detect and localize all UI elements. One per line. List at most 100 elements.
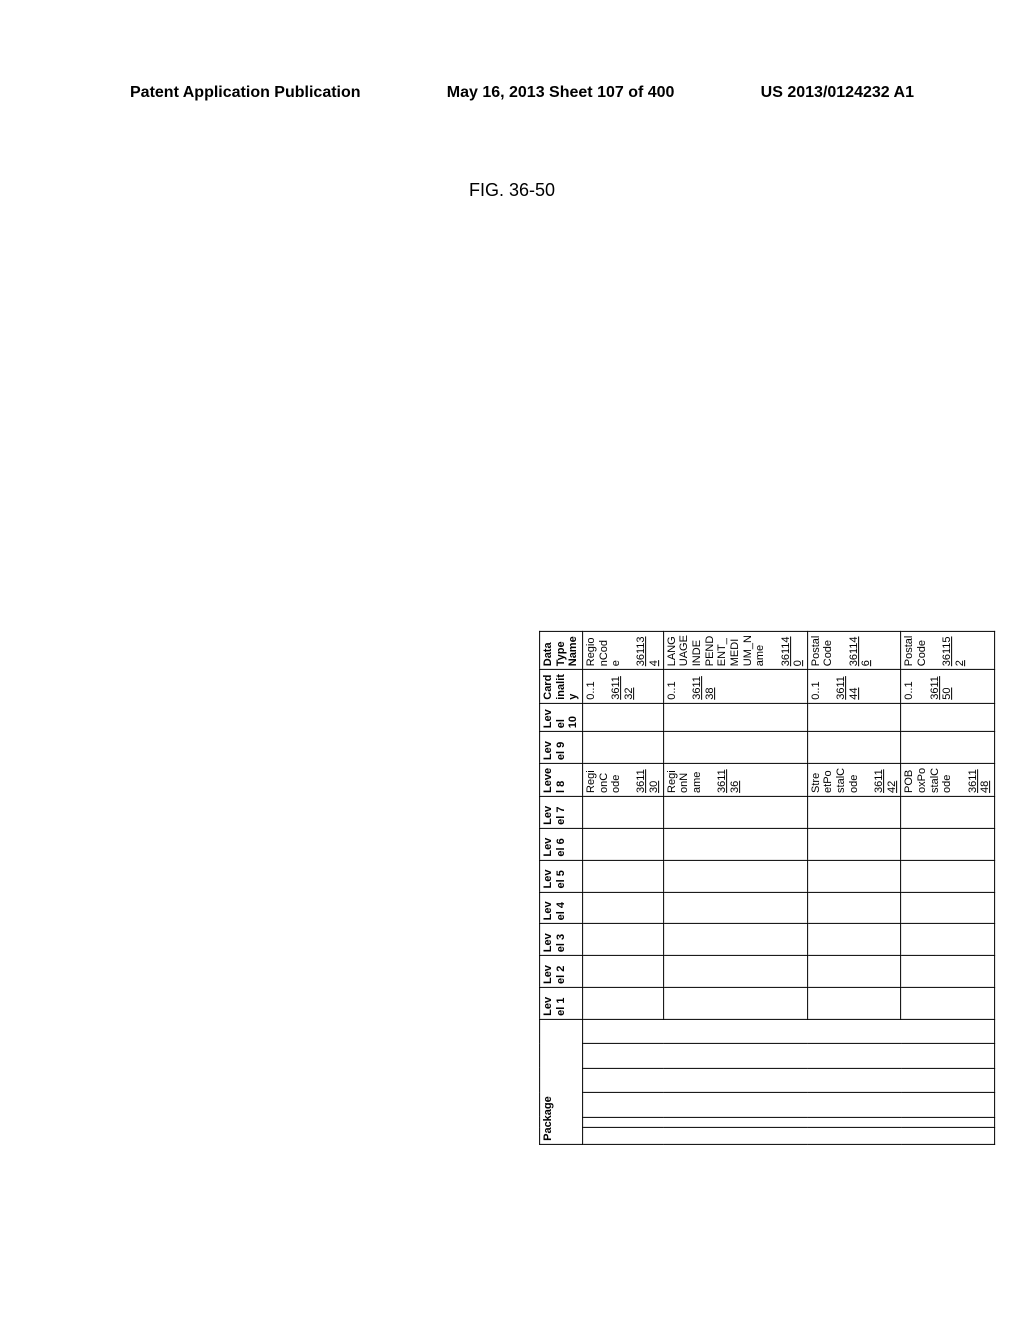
cardinality-text: 0..1 <box>666 681 678 699</box>
cardinality-ref: 361150 <box>929 676 954 700</box>
empty-cell <box>901 988 994 1020</box>
empty-cell <box>583 703 664 731</box>
empty-cell <box>663 796 807 828</box>
empty-cell <box>583 860 664 892</box>
empty-cell <box>901 703 994 731</box>
datatype-cell: PostalCode 361146 <box>807 631 900 669</box>
col-l7: Level 7 <box>540 796 583 828</box>
datatype-ref: 361134 <box>636 636 661 666</box>
header-right: US 2013/0124232 A1 <box>761 84 914 102</box>
empty-cell <box>807 860 900 892</box>
col-l2: Level 2 <box>540 956 583 988</box>
cardinality-ref: 361138 <box>691 676 716 700</box>
cardinality-cell: 0..1 361132 <box>583 670 664 704</box>
empty-cell <box>583 796 664 828</box>
empty-cell <box>901 828 994 860</box>
level8-ref: 361136 <box>716 769 741 793</box>
datatype-text: PostalCode <box>810 636 835 667</box>
empty-cell <box>663 732 807 764</box>
cardinality-text: 0..1 <box>585 681 597 699</box>
empty-cell <box>807 828 900 860</box>
empty-cell <box>807 796 900 828</box>
cardinality-ref: 361144 <box>835 676 860 700</box>
col-l4: Level 4 <box>540 892 583 924</box>
col-l9: Level 9 <box>540 732 583 764</box>
empty-cell <box>807 988 900 1020</box>
datatype-cell: LANGUAGEINDEPENDENT_MEDIUM_Name 361140 <box>663 631 807 669</box>
empty-cell <box>583 732 664 764</box>
cardinality-cell: 0..1 361138 <box>663 670 807 704</box>
cardinality-cell: 0..1 361150 <box>901 670 994 704</box>
empty-cell <box>901 892 994 924</box>
package-cell <box>583 1128 995 1145</box>
col-datatype: Data Type Name <box>540 631 583 669</box>
data-table: Package Level 1 Level 2 Level 3 Level 4 … <box>539 631 995 1145</box>
level8-cell: RegionCode 361130 <box>583 764 664 797</box>
empty-cell <box>583 956 664 988</box>
empty-cell <box>807 956 900 988</box>
level8-text: RegionCode <box>585 770 622 793</box>
datatype-ref: 361152 <box>941 636 966 666</box>
empty-cell <box>807 732 900 764</box>
datatype-ref: 361140 <box>780 636 805 666</box>
col-package: Package <box>540 1019 583 1144</box>
table-container: Package Level 1 Level 2 Level 3 Level 4 … <box>539 631 995 1145</box>
col-l3: Level 3 <box>540 924 583 956</box>
package-cell <box>583 1093 995 1117</box>
empty-cell <box>663 703 807 731</box>
header-left: Patent Application Publication <box>130 84 361 102</box>
package-cell <box>583 1044 995 1068</box>
empty-cell <box>807 703 900 731</box>
level8-text: StreetPostalCode <box>810 768 860 793</box>
datatype-text: PostalCode <box>903 636 928 667</box>
empty-cell <box>583 828 664 860</box>
level8-ref: 361142 <box>873 769 898 793</box>
col-l1: Level 1 <box>540 988 583 1020</box>
level8-ref: 361130 <box>636 769 661 793</box>
table-row: RegionCode 361130 0..1 361132 RegionCode 3611… <box>583 631 664 1144</box>
cardinality-text: 0..1 <box>810 681 822 699</box>
col-l5: Level 5 <box>540 860 583 892</box>
header-row: Package Level 1 Level 2 Level 3 Level 4 … <box>540 631 583 1144</box>
empty-cell <box>901 796 994 828</box>
package-cell <box>583 1068 995 1092</box>
empty-cell <box>663 828 807 860</box>
level8-cell: POBoxPostalCode 361148 <box>901 764 994 797</box>
level8-text: POBoxPostalCode <box>903 768 953 793</box>
cardinality-cell: 0..1 361144 <box>807 670 900 704</box>
col-l10: Level 10 <box>540 703 583 731</box>
level8-cell: StreetPostalCode 361142 <box>807 764 900 797</box>
col-l6: Level 6 <box>540 828 583 860</box>
header-center: May 16, 2013 Sheet 107 of 400 <box>447 84 675 102</box>
empty-cell <box>807 924 900 956</box>
empty-cell <box>663 860 807 892</box>
empty-cell <box>901 924 994 956</box>
empty-cell <box>583 988 664 1020</box>
level8-text: RegionName <box>666 770 703 793</box>
cardinality-ref: 361132 <box>610 676 635 700</box>
datatype-ref: 361146 <box>848 636 873 666</box>
empty-cell <box>663 924 807 956</box>
cardinality-text: 0..1 <box>903 681 915 699</box>
datatype-text: LANGUAGEINDEPENDENT_MEDIUM_Name <box>666 635 766 666</box>
empty-cell <box>901 956 994 988</box>
datatype-text: RegionCode <box>585 638 622 667</box>
col-l8: Level 8 <box>540 764 583 797</box>
empty-cell <box>663 988 807 1020</box>
empty-cell <box>901 732 994 764</box>
package-cell <box>583 1019 995 1043</box>
level8-cell: RegionName 361136 <box>663 764 807 797</box>
figure-label: FIG. 36-50 <box>469 180 555 201</box>
datatype-cell: PostalCode 361152 <box>901 631 994 669</box>
page-header: Patent Application Publication May 16, 2… <box>0 84 1024 102</box>
empty-cell <box>583 924 664 956</box>
empty-cell <box>901 860 994 892</box>
empty-cell <box>663 892 807 924</box>
empty-cell <box>663 956 807 988</box>
datatype-cell: RegionCode 361134 <box>583 631 664 669</box>
empty-cell <box>583 892 664 924</box>
empty-cell <box>807 892 900 924</box>
package-cell <box>583 1117 995 1128</box>
level8-ref: 361148 <box>967 769 992 793</box>
col-cardinality: Cardinality <box>540 670 583 704</box>
